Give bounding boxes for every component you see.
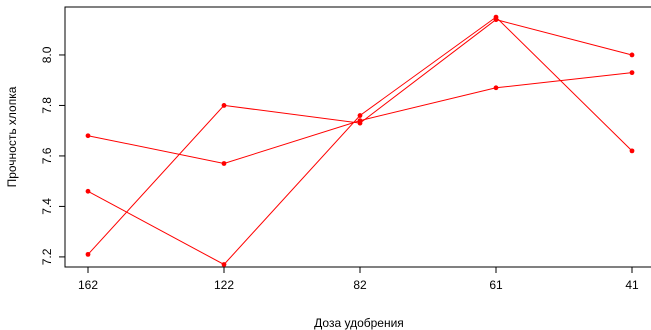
data-point	[357, 113, 363, 118]
series-layer	[85, 14, 635, 267]
x-axis: 162 122 82 61 41	[78, 267, 639, 292]
y-axis: 7.2 7.4 7.6 7.8 8.0	[40, 46, 65, 265]
data-point	[221, 262, 227, 267]
x-tick-label: 82	[353, 278, 367, 292]
y-axis-title: Прочность хлопка	[5, 86, 19, 187]
data-point	[629, 148, 635, 154]
y-tick-label: 7.6	[40, 147, 54, 164]
y-tick-label: 7.2	[40, 248, 54, 265]
x-axis-title: Доза удобрения	[314, 316, 404, 330]
x-tick-label: 61	[489, 278, 503, 292]
series-line	[87, 16, 633, 266]
x-tick-label: 41	[625, 278, 639, 292]
series-line	[87, 19, 633, 255]
x-tick-label: 122	[214, 278, 234, 292]
data-point	[85, 188, 91, 194]
data-point	[493, 17, 499, 23]
y-tick-label: 7.4	[40, 198, 54, 215]
series-3	[85, 17, 635, 257]
data-point	[629, 52, 635, 58]
series-line	[87, 72, 633, 165]
data-point	[221, 161, 227, 166]
data-point	[493, 85, 499, 91]
data-point	[85, 251, 91, 257]
y-tick-label: 8.0	[40, 46, 54, 63]
x-tick-label: 162	[78, 278, 98, 292]
plot-frame	[64, 6, 651, 268]
data-point	[85, 133, 91, 139]
data-point	[357, 120, 363, 126]
y-tick-label: 7.8	[40, 97, 54, 114]
series-1	[85, 70, 635, 166]
data-point	[629, 70, 635, 76]
series-2	[85, 14, 635, 267]
data-point	[221, 103, 227, 108]
